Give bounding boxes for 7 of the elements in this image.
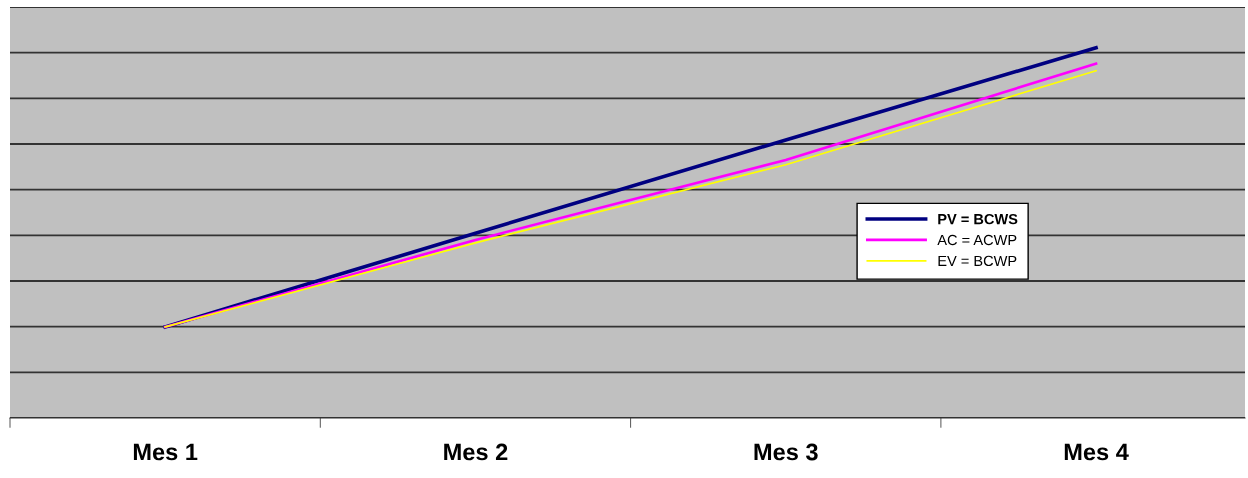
x-tick-label: Mes 4 — [1064, 443, 1129, 461]
x-tick-label: Mes 2 — [444, 443, 508, 461]
x-tick-label: Mes 3 — [754, 443, 818, 461]
legend-label: AC = ACWP — [937, 234, 1017, 246]
legend-label: PV = BCWS — [938, 213, 1018, 225]
x-tick-label: Mes 1 — [133, 443, 198, 461]
legend-label: EV = BCWP — [938, 255, 1017, 267]
